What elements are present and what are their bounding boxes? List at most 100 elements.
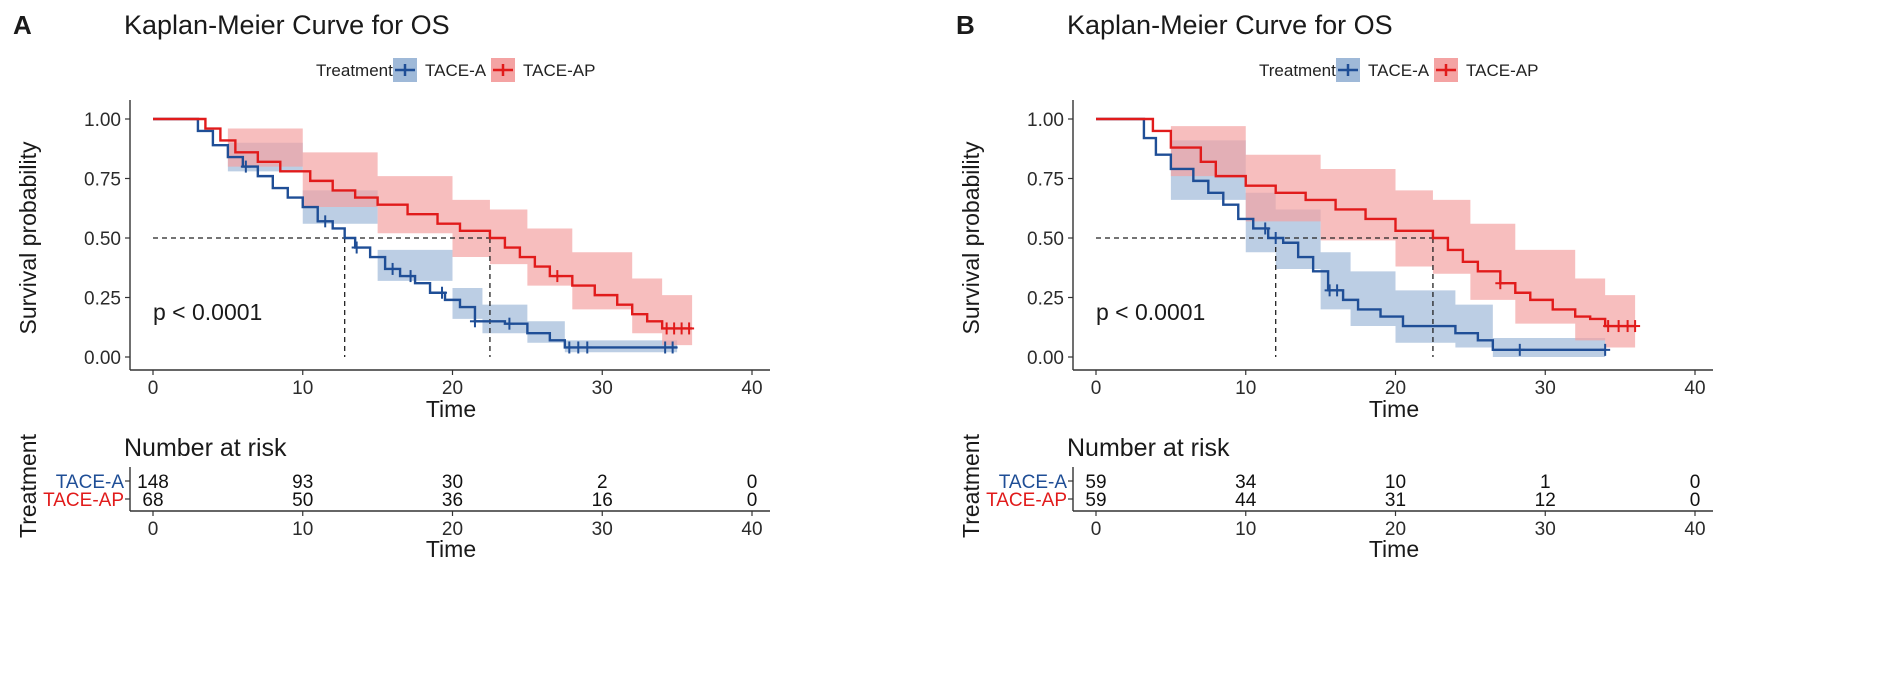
x-tick-label: 30 (592, 378, 613, 399)
legend: Treatment TACE-A TACE-AP (1259, 58, 1538, 82)
censor-mark (1613, 320, 1624, 333)
risk-x-tick-label: 10 (1235, 519, 1256, 540)
risk-x-tick-label: 30 (592, 519, 613, 540)
risk-count: 59 (1085, 472, 1106, 493)
risk-count: 0 (747, 490, 758, 511)
panel-label: B (956, 10, 975, 40)
risk-count: 148 (137, 472, 169, 493)
censor-mark (405, 270, 416, 283)
x-tick-label: 20 (442, 378, 463, 399)
y-tick-label: 1.00 (1027, 110, 1064, 131)
risk-x-tick-label: 0 (148, 519, 159, 540)
risk-table-title: Number at risk (124, 434, 287, 462)
risk-x-tick-label: 20 (442, 519, 463, 540)
risk-row-label: TACE-AP (43, 490, 124, 511)
risk-count: 0 (1690, 490, 1701, 511)
x-tick-label: 40 (741, 378, 762, 399)
censor-mark (1630, 320, 1641, 333)
risk-row-label: TACE-A (56, 472, 125, 493)
chart-title: Kaplan-Meier Curve for OS (1067, 10, 1393, 40)
risk-count: 12 (1535, 490, 1556, 511)
risk-count: 0 (1690, 472, 1701, 493)
risk-count: 36 (442, 490, 463, 511)
x-tick-label: 20 (1385, 378, 1406, 399)
censor-mark (1514, 343, 1525, 356)
risk-count: 68 (142, 490, 163, 511)
risk-count: 93 (292, 472, 313, 493)
risk-count: 50 (292, 490, 313, 511)
censor-mark (552, 270, 563, 283)
y-axis-title: Survival probability (958, 141, 984, 335)
y-tick-label: 0.00 (1027, 348, 1064, 369)
axes: 0.00 0.25 0.50 0.75 1.00 0 10 20 30 40 Time Surviva… (958, 100, 1713, 422)
km-curve-tace-ap (153, 117, 693, 330)
panel-label: A (13, 10, 32, 40)
censor-mark (504, 317, 515, 330)
ci-band-tace-a (1096, 119, 1606, 357)
risk-count: 16 (592, 490, 613, 511)
x-tick-label: 10 (292, 378, 313, 399)
risk-x-tick-label: 10 (292, 519, 313, 540)
risk-table-title: Number at risk (1067, 434, 1230, 462)
risk-count: 2 (597, 472, 608, 493)
x-tick-label: 30 (1535, 378, 1556, 399)
chart-title: Kaplan-Meier Curve for OS (124, 10, 450, 40)
y-tick-label: 0.50 (84, 229, 121, 250)
x-tick-label: 40 (1684, 378, 1705, 399)
risk-count: 10 (1385, 472, 1406, 493)
risk-table-xlabel: Time (426, 536, 476, 562)
risk-row-label: TACE-AP (986, 490, 1067, 511)
x-tick-label: 10 (1235, 378, 1256, 399)
y-tick-label: 0.50 (1027, 229, 1064, 250)
risk-x-tick-label: 20 (1385, 519, 1406, 540)
censor-mark (240, 160, 251, 173)
y-tick-label: 0.25 (1027, 289, 1064, 310)
censor-mark (351, 241, 362, 254)
km-curve-tace-a (1096, 117, 1606, 352)
risk-x-tick-label: 30 (1535, 519, 1556, 540)
y-axis-title: Survival probability (15, 141, 41, 335)
x-axis-title: Time (426, 396, 476, 422)
censor-mark (469, 315, 480, 328)
legend-entry: TACE-A (1368, 61, 1430, 80)
legend-title: Treatment (316, 61, 393, 80)
censor-mark (573, 341, 584, 354)
censor-mark (1332, 284, 1343, 297)
censor-mark (437, 286, 448, 299)
risk-count: 1 (1540, 472, 1551, 493)
risk-count: 59 (1085, 490, 1106, 511)
censor-mark (1270, 232, 1281, 244)
ci-band-tace-ap (153, 119, 693, 346)
risk-table-ylabel: Treatment (15, 433, 41, 538)
risk-table-ylabel: Treatment (958, 433, 984, 538)
censor-mark (1600, 343, 1611, 356)
risk-count: 31 (1385, 490, 1406, 511)
p-value: p < 0.0001 (153, 299, 262, 325)
legend-entry: TACE-A (425, 61, 487, 80)
y-tick-label: 0.75 (1027, 170, 1064, 191)
censor-mark (1603, 320, 1614, 333)
censor-mark (320, 215, 331, 228)
legend-entry: TACE-AP (1466, 61, 1538, 80)
risk-count: 44 (1235, 490, 1257, 511)
censor-mark (667, 341, 678, 354)
risk-count: 30 (442, 472, 463, 493)
censor-mark (1260, 222, 1271, 235)
x-axis-title: Time (1369, 396, 1419, 422)
x-tick-label: 0 (1091, 378, 1102, 399)
risk-x-tick-label: 0 (1091, 519, 1102, 540)
legend-title: Treatment (1259, 61, 1336, 80)
risk-x-tick-label: 40 (741, 519, 762, 540)
risk-table-xlabel: Time (1369, 536, 1419, 562)
legend-entry: TACE-AP (523, 61, 595, 80)
p-value: p < 0.0001 (1096, 299, 1205, 325)
y-tick-label: 1.00 (84, 110, 121, 131)
censor-mark (1495, 277, 1506, 290)
risk-x-tick-label: 40 (1684, 519, 1705, 540)
